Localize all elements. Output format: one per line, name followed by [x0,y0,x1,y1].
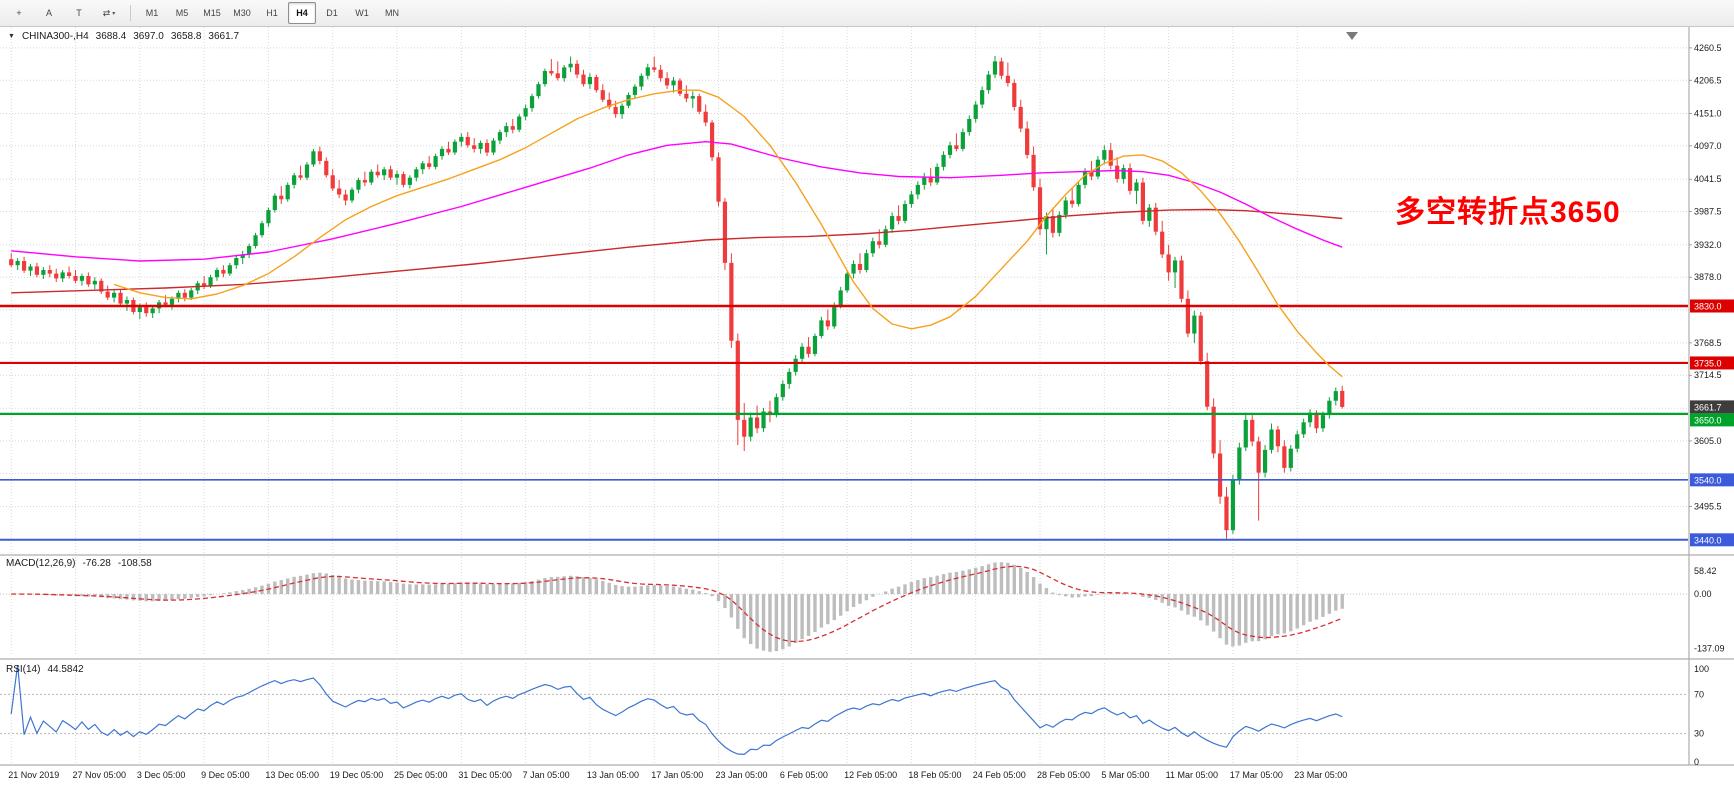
svg-text:4151.0: 4151.0 [1694,109,1722,119]
svg-text:4097.0: 4097.0 [1694,141,1722,151]
timeframe-button-D1[interactable]: D1 [326,8,338,18]
ohlc-close: 3661.7 [208,31,240,42]
timeframe-button-M15[interactable]: M15 [203,8,221,18]
macd-scale-labels: 58.42 0.00 -137.09 [1694,566,1725,654]
svg-text:25 Dec 05:00: 25 Dec 05:00 [394,770,448,780]
timeframe-button-H4[interactable]: H4 [288,2,316,24]
svg-text:27 Nov 05:00: 27 Nov 05:00 [73,770,127,780]
rsi-indicator-label: RSI(14) 44.5842 [6,664,84,675]
svg-text:-137.09: -137.09 [1694,644,1725,654]
svg-text:3735.0: 3735.0 [1694,358,1722,368]
price-axis-ticks: 4260.5 4206.5 4151.0 4097.0 4041.5 3987.5 3932… [1689,43,1722,512]
svg-text:4206.5: 4206.5 [1694,75,1722,85]
ohlc-low: 3658.8 [170,31,202,42]
svg-text:17 Jan 05:00: 17 Jan 05:00 [651,770,703,780]
macd-signal-value: -108.58 [117,558,152,569]
svg-text:18 Feb 05:00: 18 Feb 05:00 [908,770,961,780]
rsi-name: RSI(14) [6,664,41,675]
timeframe-button-M30[interactable]: M30 [233,8,251,18]
svg-text:19 Dec 05:00: 19 Dec 05:00 [330,770,384,780]
svg-text:3768.5: 3768.5 [1694,338,1722,348]
rsi-scale-labels: 100 70 30 0 [1694,664,1709,767]
candles-layer [9,55,1345,539]
macd-main-value: -76.28 [82,558,111,569]
timeframe-button-M1[interactable]: M1 [145,8,159,18]
svg-text:3830.0: 3830.0 [1694,301,1722,311]
svg-text:11 Mar 05:00: 11 Mar 05:00 [1166,770,1218,780]
time-axis-labels: 21 Nov 2019 27 Nov 05:00 3 Dec 05:00 9 Dec … [8,770,1347,780]
svg-text:17 Mar 05:00: 17 Mar 05:00 [1230,770,1283,780]
svg-text:4041.5: 4041.5 [1694,174,1722,184]
rsi-line [10,664,1343,756]
timeframe-button-M5[interactable]: M5 [175,8,189,18]
rsi-value: 44.5842 [47,664,84,675]
svg-text:13 Jan 05:00: 13 Jan 05:00 [587,770,639,780]
svg-text:70: 70 [1694,689,1704,699]
svg-text:3440.0: 3440.0 [1694,535,1722,545]
tool-button-group: + A T ⇄ ▾ [4,2,124,24]
chart-shift-marker[interactable] [1346,32,1358,40]
text-tool-button[interactable]: T [76,8,82,18]
chevron-down-icon: ▾ [112,10,116,17]
ohlc-open: 3688.4 [95,31,127,42]
toolbar: + A T ⇄ ▾ M1 M5 M15 M30 H1 H4 D1 W1 MN [0,0,1734,27]
svg-text:13 Dec 05:00: 13 Dec 05:00 [265,770,319,780]
svg-text:3495.5: 3495.5 [1694,502,1722,512]
svg-text:23 Mar 05:00: 23 Mar 05:00 [1294,770,1347,780]
timeframe-button-MN[interactable]: MN [385,8,399,18]
svg-text:6 Feb 05:00: 6 Feb 05:00 [780,770,828,780]
macd-histogram [15,562,1344,652]
svg-text:3878.0: 3878.0 [1694,272,1722,282]
svg-text:3650.0: 3650.0 [1694,415,1722,425]
vertical-gridlines [10,27,1298,763]
chart-symbol-info: ▼ CHINA300-,H4 3688.4 3697.0 3658.8 3661… [8,31,239,42]
svg-text:3 Dec 05:00: 3 Dec 05:00 [137,770,186,780]
svg-text:58.42: 58.42 [1694,566,1717,576]
svg-text:3714.5: 3714.5 [1694,370,1722,380]
chart-window: 4260.5 4206.5 4151.0 4097.0 4041.5 3987.5 3932… [0,27,1734,790]
svg-text:4260.5: 4260.5 [1694,43,1722,53]
ohlc-high: 3697.0 [133,31,164,42]
svg-text:3661.7: 3661.7 [1694,402,1722,412]
svg-text:3932.0: 3932.0 [1694,240,1722,250]
macd-signal-line [11,565,1343,643]
svg-text:0: 0 [1694,757,1699,767]
svg-text:12 Feb 05:00: 12 Feb 05:00 [844,770,897,780]
svg-text:3605.0: 3605.0 [1694,436,1722,446]
chart-canvas[interactable]: 4260.5 4206.5 4151.0 4097.0 4041.5 3987.5 3932… [0,27,1734,790]
objects-tool-button[interactable]: ⇄ ▾ [102,7,116,18]
svg-text:28 Feb 05:00: 28 Feb 05:00 [1037,770,1090,780]
timeframe-button-H1[interactable]: H1 [266,8,278,18]
ma-slow-red [11,208,1343,294]
price-axis-badges: 3830.0 3735.0 3661.7 3650.0 3540.0 3440.0 [1690,299,1734,547]
horizontal-gridlines [0,47,1688,541]
symbol-name: CHINA300-,H4 [21,31,89,42]
svg-text:3540.0: 3540.0 [1694,475,1722,485]
svg-text:30: 30 [1694,729,1704,739]
chart-dropdown-icon[interactable]: ▼ [8,33,15,40]
crosshair-tool-button[interactable]: + [16,8,22,18]
timeframe-button-group: M1 M5 M15 M30 H1 H4 D1 W1 MN [137,2,407,24]
ma-fast-orange [113,89,1343,378]
svg-text:7 Jan 05:00: 7 Jan 05:00 [523,770,570,780]
arrow-tool-button[interactable]: A [45,8,52,18]
svg-text:5 Mar 05:00: 5 Mar 05:00 [1101,770,1149,780]
svg-text:31 Dec 05:00: 31 Dec 05:00 [458,770,512,780]
svg-text:0.00: 0.00 [1694,589,1712,599]
svg-text:23 Jan 05:00: 23 Jan 05:00 [716,770,768,780]
svg-text:21 Nov 2019: 21 Nov 2019 [8,770,59,780]
macd-name: MACD(12,26,9) [6,558,76,569]
chart-annotation-text[interactable]: 多空转折点3650 [1395,196,1621,229]
svg-text:3987.5: 3987.5 [1694,207,1722,217]
timeframe-button-W1[interactable]: W1 [355,8,369,18]
horizontal-level-lines [0,304,1688,541]
svg-text:9 Dec 05:00: 9 Dec 05:00 [201,770,250,780]
toolbar-separator [130,5,131,21]
svg-text:100: 100 [1694,664,1709,674]
macd-indicator-label: MACD(12,26,9) -76.28 -108.58 [6,558,152,569]
ma-medium-magenta [11,140,1343,262]
svg-text:24 Feb 05:00: 24 Feb 05:00 [973,770,1026,780]
